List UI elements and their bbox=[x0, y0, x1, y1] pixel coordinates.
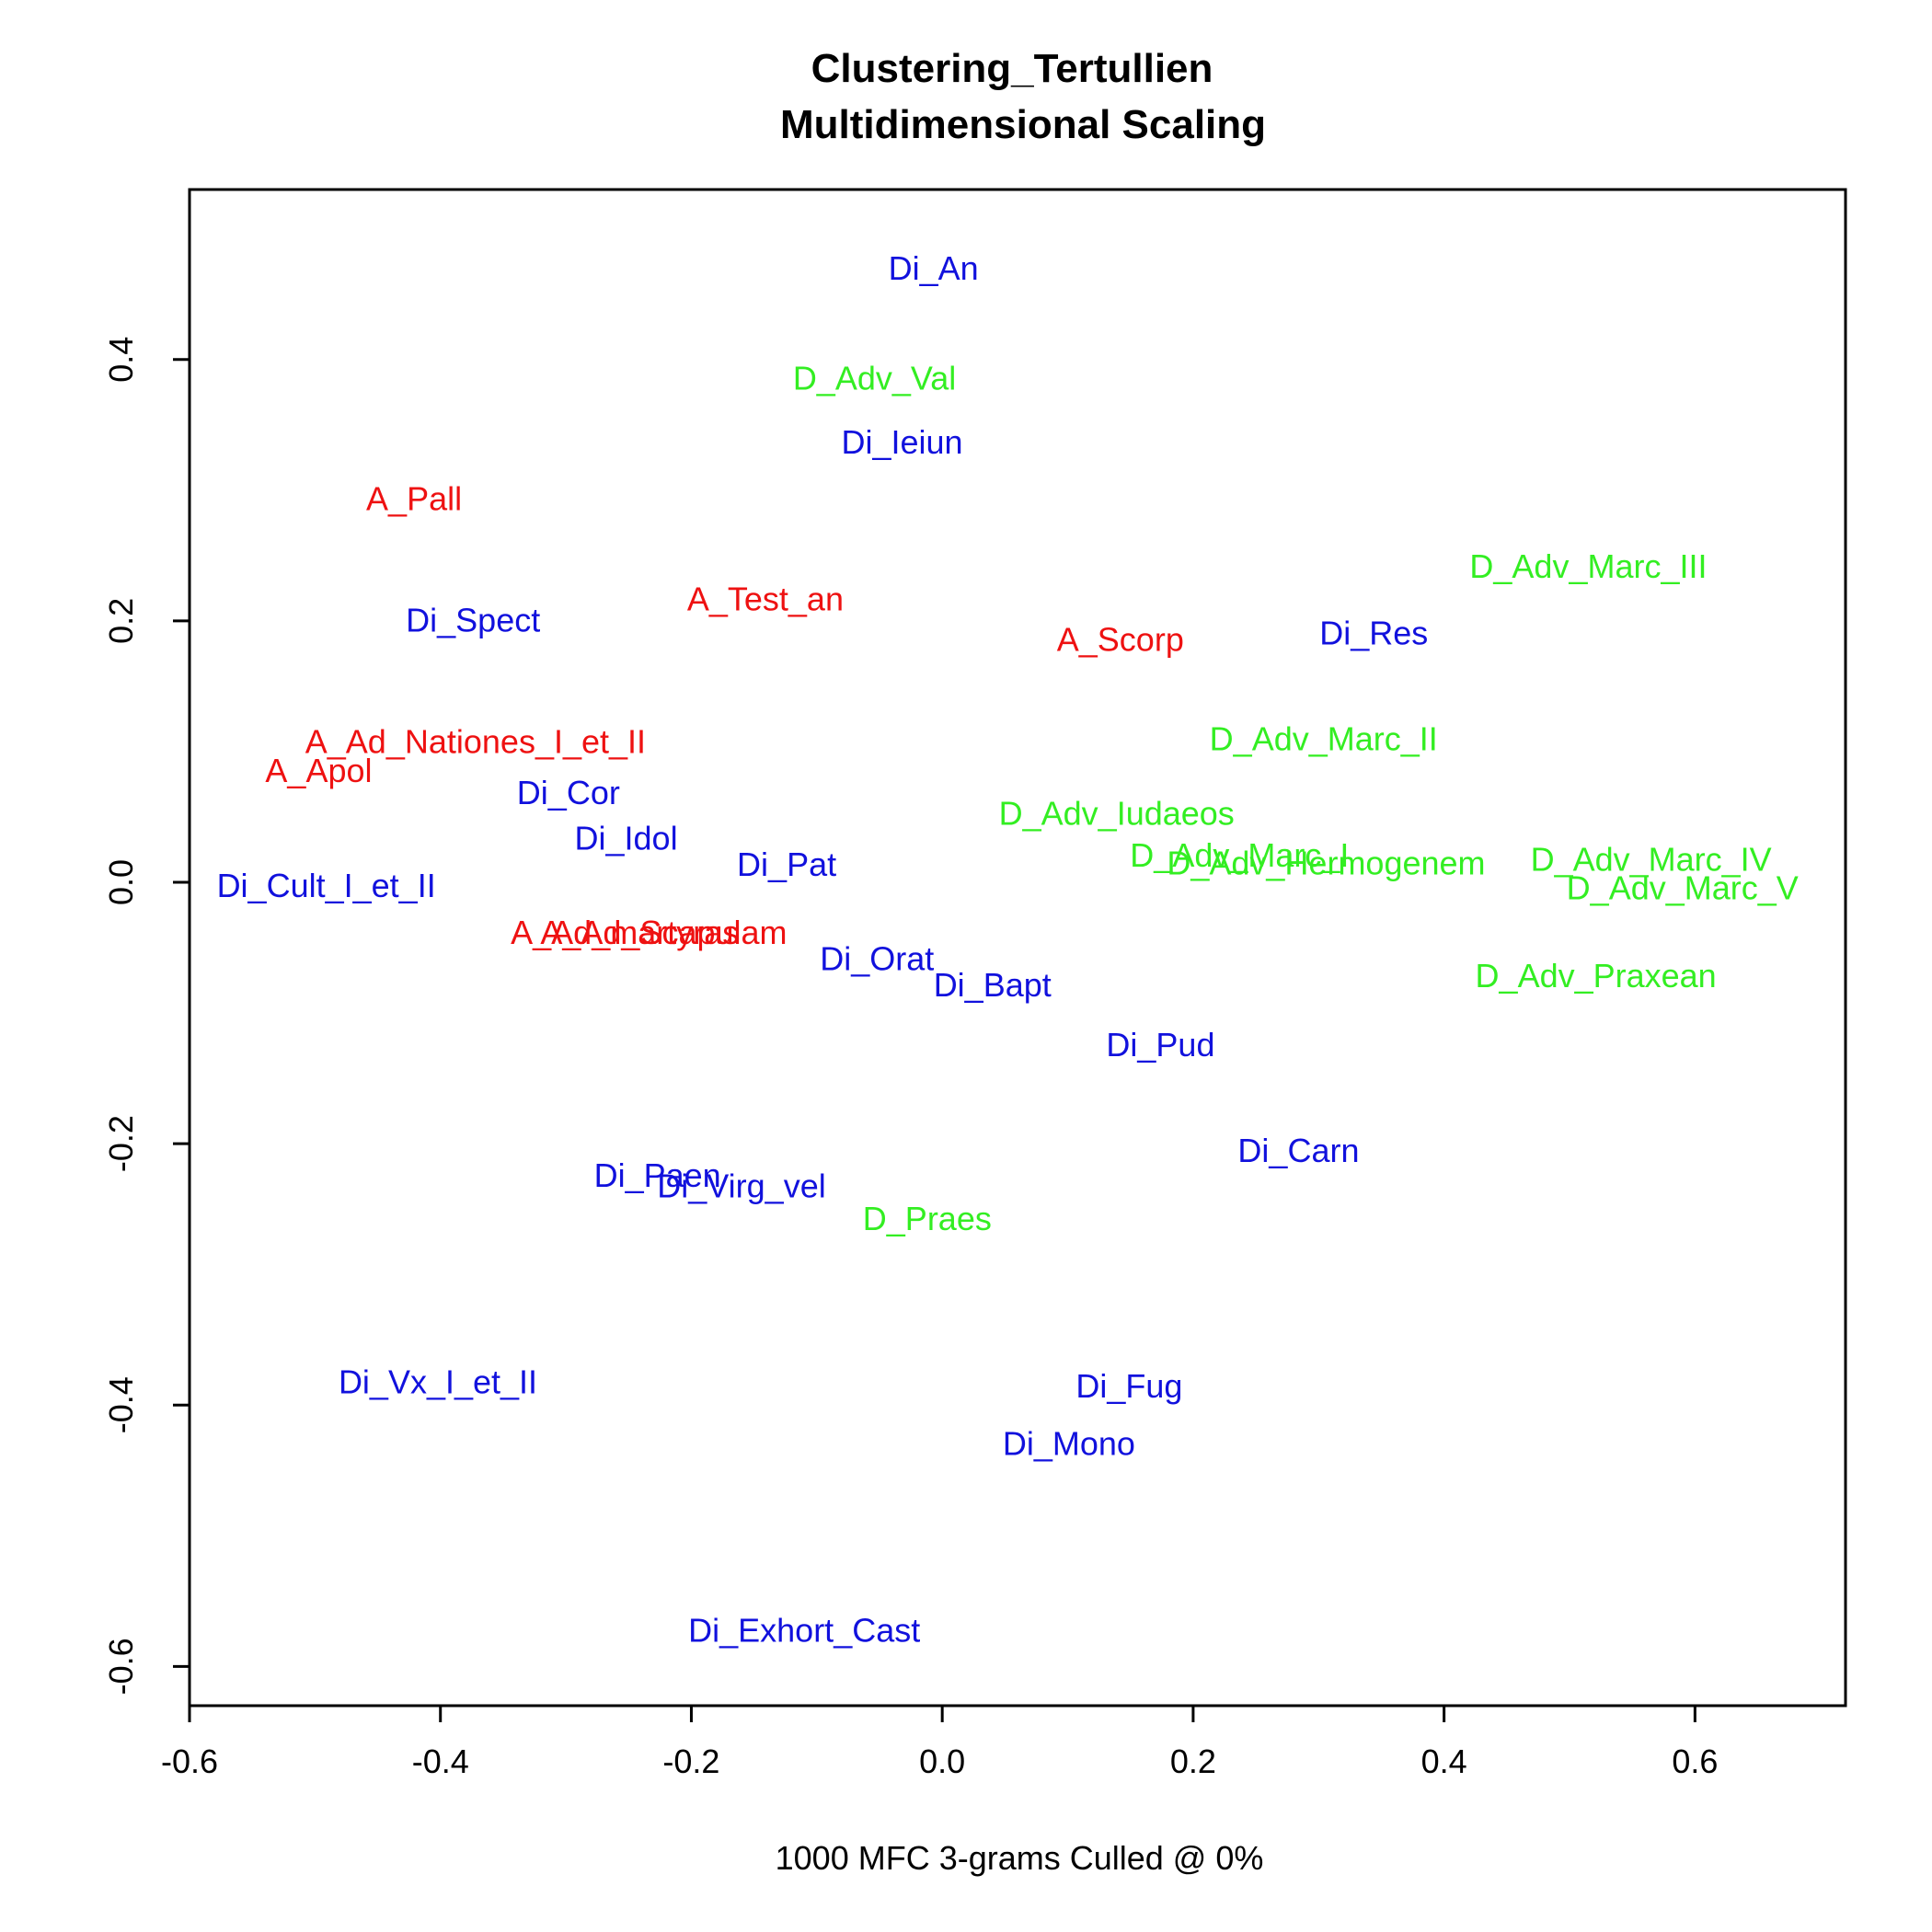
y-tick-label: 0.4 bbox=[102, 337, 140, 383]
point-label: Di_Carn bbox=[1237, 1132, 1359, 1169]
point-label: Di_Pud bbox=[1106, 1026, 1214, 1064]
point-label: A_Ad_Nationes_I_et_II bbox=[305, 723, 646, 761]
point-label: A_Ad_martyras bbox=[511, 914, 739, 951]
point-label: Di_Fug bbox=[1075, 1367, 1182, 1405]
x-tick-label: 0.6 bbox=[1672, 1742, 1718, 1780]
point-label: A_Test_an bbox=[687, 581, 844, 618]
chart-subtitle: Multidimensional Scaling bbox=[780, 102, 1266, 147]
x-axis-label: 1000 MFC 3-grams Culled @ 0% bbox=[776, 1839, 1264, 1877]
y-axis: -0.6 -0.4 -0.2 0.0 0.2 0.4 bbox=[102, 337, 191, 1695]
point-label: D_Adv_Marc_II bbox=[1210, 720, 1438, 758]
point-label: Di_Virg_vel bbox=[657, 1167, 825, 1205]
point-label: Di_Idol bbox=[575, 820, 678, 857]
x-axis: -0.6 -0.4 -0.2 0.0 0.2 0.4 0.6 bbox=[161, 1704, 1718, 1780]
point-label: A_Apol bbox=[265, 752, 372, 789]
point-label: Di_Cult_I_et_II bbox=[217, 867, 436, 904]
point-label: D_Adv_Marc_V bbox=[1567, 869, 1799, 907]
point-label: D_Adv_Iudaeos bbox=[999, 795, 1235, 833]
point-label: Di_Pat bbox=[737, 845, 836, 883]
point-label: Di_An bbox=[889, 249, 979, 287]
point-label: Di_Orat bbox=[820, 939, 934, 977]
point-label: Di_Bapt bbox=[934, 966, 1052, 1004]
point-label: D_Praes bbox=[863, 1200, 992, 1237]
point-label: A_Ad_Scapulam bbox=[540, 914, 787, 951]
point-label: Di_Exhort_Cast bbox=[688, 1612, 920, 1650]
point-label: D_Adv_Val bbox=[793, 360, 956, 397]
point-label: D_Adv_Marc_III bbox=[1469, 547, 1707, 585]
x-tick-label: 0.4 bbox=[1421, 1742, 1467, 1780]
point-label: Di_Spect bbox=[406, 601, 540, 638]
x-tick-label: 0.0 bbox=[919, 1742, 965, 1780]
point-label: Di_Cor bbox=[517, 774, 620, 811]
y-tick-label: -0.6 bbox=[102, 1638, 140, 1695]
x-tick-label: 0.2 bbox=[1170, 1742, 1216, 1780]
point-labels: Di_An D_Adv_Val Di_Ieiun A_Pall A_Test_an Di_… bbox=[217, 249, 1799, 1649]
point-label: D_Adv_Praxean bbox=[1476, 957, 1717, 995]
point-label: A_Scorp bbox=[1057, 621, 1184, 659]
x-tick-label: -0.2 bbox=[662, 1742, 719, 1780]
plot-frame bbox=[188, 188, 1847, 1708]
point-label: Di_Res bbox=[1319, 615, 1428, 652]
chart-title: Clustering_Tertullien bbox=[811, 46, 1213, 91]
x-tick-label: -0.6 bbox=[161, 1742, 218, 1780]
point-label: Di_Paen bbox=[594, 1156, 721, 1194]
y-tick-label: 0.2 bbox=[102, 598, 140, 644]
x-tick-label: -0.4 bbox=[412, 1742, 469, 1780]
point-label: D_Adv_Marc_IV bbox=[1531, 840, 1772, 878]
point-label: Di_Ieiun bbox=[841, 423, 962, 461]
point-label: D_Adv_Marc_I bbox=[1130, 836, 1349, 874]
point-label: Di_Mono bbox=[1003, 1424, 1135, 1462]
point-label: Di_Vx_I_et_II bbox=[339, 1363, 537, 1401]
point-label: D_Adv_Hermogenem bbox=[1167, 845, 1485, 882]
y-tick-label: -0.4 bbox=[102, 1376, 140, 1433]
y-tick-label: -0.2 bbox=[102, 1115, 140, 1172]
y-tick-label: 0.0 bbox=[102, 859, 140, 905]
point-label: A_Pall bbox=[366, 479, 462, 517]
